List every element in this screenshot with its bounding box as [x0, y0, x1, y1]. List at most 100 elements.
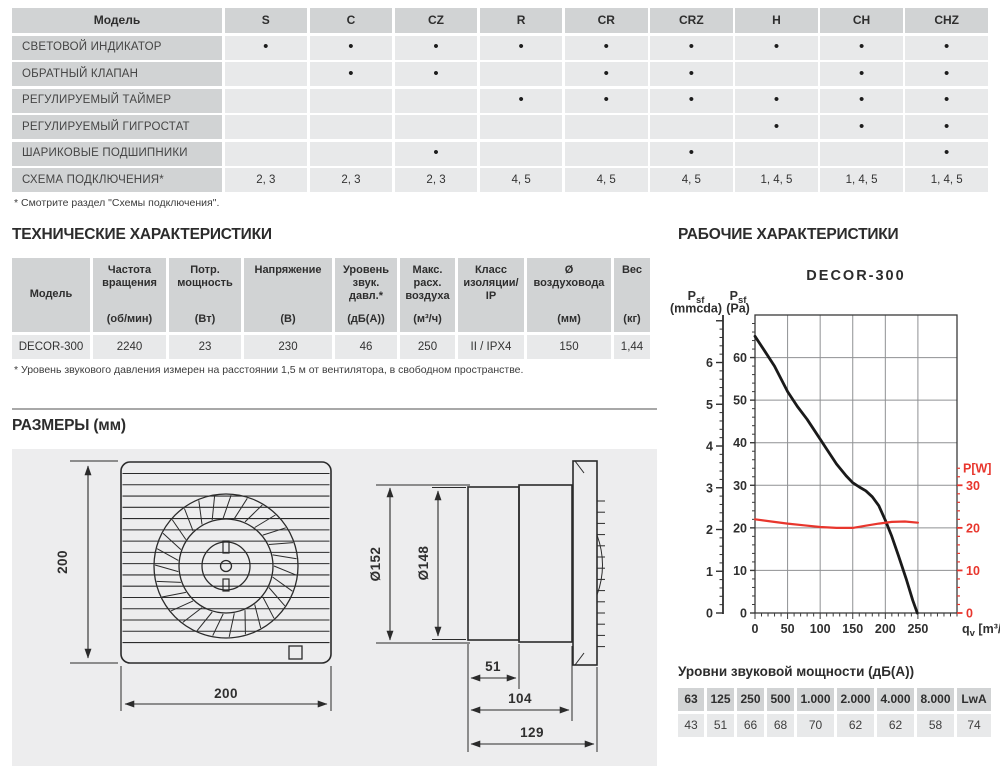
svg-text:0: 0 [706, 607, 713, 621]
performance-heading: РАБОЧИЕ ХАРАКТЕРИСТИКИ [678, 226, 899, 243]
tech-cell: II / IPX4 [458, 335, 524, 359]
tech-cell: 250 [400, 335, 455, 359]
svg-text:100: 100 [810, 622, 831, 636]
feature-cell: 2, 3 [309, 168, 393, 192]
sound-band-header: LwA [957, 688, 991, 711]
feature-cell [224, 62, 308, 86]
feature-cell: 2, 3 [394, 168, 478, 192]
svg-text:qv [m³/h]: qv [m³/h] [962, 622, 1000, 639]
svg-text:30: 30 [966, 479, 980, 493]
sound-table: 63 125 250 500 1.000 2.000 4.000 8.000 LwA 43 51 66… [678, 688, 991, 737]
feature-cell: • [905, 88, 988, 113]
svg-text:4: 4 [706, 440, 713, 454]
feature-cell: • [735, 115, 818, 139]
dim-front-width: 200 [214, 686, 238, 701]
svg-text:(Pa): (Pa) [726, 302, 750, 316]
svg-text:30: 30 [733, 479, 747, 493]
svg-text:10: 10 [966, 564, 980, 578]
dim-len-tube: 51 [485, 659, 501, 674]
features-col-header: CZ [394, 8, 478, 33]
sound-heading: Уровни звуковой мощности (дБ(А)) [678, 664, 915, 679]
svg-text:20: 20 [966, 521, 980, 535]
sound-band-header: 8.000 [917, 688, 954, 711]
svg-text:50: 50 [781, 622, 795, 636]
tech-col-header: Ø воздуховода (мм) [527, 258, 611, 332]
feature-cell: • [309, 62, 393, 86]
chart-title: DECOR-300 [806, 268, 906, 284]
feature-cell: • [564, 88, 648, 113]
svg-text:60: 60 [733, 351, 747, 365]
feature-cell [309, 141, 393, 166]
sound-band-header: 250 [737, 688, 764, 711]
dim-len-body: 104 [508, 691, 532, 706]
indicator-square [288, 645, 303, 660]
feature-cell: 2, 3 [224, 168, 308, 192]
sound-value-cell: 58 [917, 714, 954, 737]
feature-cell: • [309, 35, 393, 60]
features-table: Модель S C CZ R CR CRZ H CH CHZ СВЕТОВОЙ ИНДИКАТОР… [12, 8, 988, 192]
feature-row-label: СВЕТОВОЙ ИНДИКАТОР [12, 35, 222, 60]
sound-value-cell: 62 [837, 714, 874, 737]
feature-cell [309, 88, 393, 113]
feature-cell: • [394, 35, 478, 60]
feature-cell: • [820, 115, 903, 139]
feature-cell [394, 88, 478, 113]
svg-text:20: 20 [733, 521, 747, 535]
feature-cell: • [905, 141, 988, 166]
sound-value-cell: 62 [877, 714, 914, 737]
feature-cell: • [564, 62, 648, 86]
tech-col-header: Потр. мощность (Вт) [169, 258, 241, 332]
feature-row-label: РЕГУЛИРУЕМЫЙ ТАЙМЕР [12, 88, 222, 113]
feature-cell: • [820, 35, 903, 60]
feature-cell: • [735, 88, 818, 113]
feature-cell [479, 62, 563, 86]
feature-cell [820, 141, 903, 166]
feature-cell [224, 141, 308, 166]
svg-text:50: 50 [733, 394, 747, 408]
front-cover-profile [572, 460, 598, 666]
feature-cell: • [905, 115, 988, 139]
section-divider [12, 408, 657, 410]
feature-cell: • [650, 62, 733, 86]
feature-cell: • [905, 62, 988, 86]
sound-band-header: 1.000 [797, 688, 834, 711]
features-col-header: Модель [12, 8, 222, 33]
sound-band-header: 500 [767, 688, 794, 711]
feature-cell [309, 115, 393, 139]
grille-spokes [154, 495, 297, 638]
tech-cell: 46 [335, 335, 397, 359]
feature-cell: 1, 4, 5 [735, 168, 818, 192]
sound-band-header: 2.000 [837, 688, 874, 711]
svg-text:150: 150 [842, 622, 863, 636]
tech-heading: ТЕХНИЧЕСКИЕ ХАРАКТЕРИСТИКИ [12, 226, 272, 243]
feature-cell [224, 88, 308, 113]
tech-cell: DECOR-300 [12, 335, 90, 359]
feature-cell: • [650, 88, 733, 113]
feature-cell: 4, 5 [650, 168, 733, 192]
fan-front-view: 200 200 [55, 460, 332, 711]
feature-row-label: ОБРАТНЫЙ КЛАПАН [12, 62, 222, 86]
svg-text:0: 0 [752, 622, 759, 636]
feature-row-label: СХЕМА ПОДКЛЮЧЕНИЯ* [12, 168, 222, 192]
footnote-wiring: * Смотрите раздел "Схемы подключения". [14, 197, 220, 209]
features-col-header: CR [564, 8, 648, 33]
feature-cell: 1, 4, 5 [905, 168, 988, 192]
feature-cell [735, 62, 818, 86]
feature-cell [479, 115, 563, 139]
svg-text:5: 5 [706, 398, 713, 412]
feature-cell: • [650, 141, 733, 166]
feature-cell: • [905, 35, 988, 60]
feature-cell [479, 141, 563, 166]
dimension-drawings: 200 200 [55, 460, 605, 752]
svg-text:0: 0 [966, 607, 973, 621]
feature-cell: • [224, 35, 308, 60]
dim-dia-outer: Ø152 [368, 547, 383, 582]
feature-cell: • [394, 141, 478, 166]
sound-band-header: 63 [678, 688, 704, 711]
feature-cell: • [820, 62, 903, 86]
sound-value-cell: 43 [678, 714, 704, 737]
sound-value-cell: 51 [707, 714, 734, 737]
sound-value-cell: 68 [767, 714, 794, 737]
svg-text:40: 40 [733, 436, 747, 450]
